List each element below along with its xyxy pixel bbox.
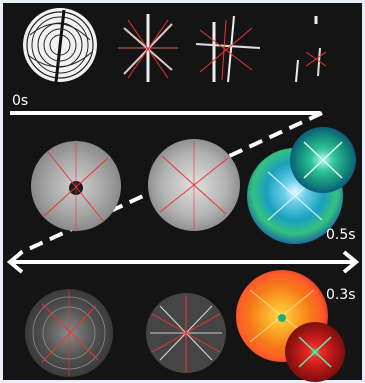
row-2-panels (31, 127, 356, 244)
star-pattern-panel-2 (195, 15, 261, 83)
gray-disk-panel-1 (31, 140, 121, 232)
time-label-0-3s: 0.3s (326, 287, 356, 303)
star-pattern-panel-1 (118, 14, 178, 82)
circular-pattern-panel (23, 8, 97, 83)
gray-disk-panel-2 (148, 139, 240, 231)
time-label-0s: 0s (12, 93, 29, 109)
timeline-arrow-left (6, 250, 24, 274)
blue-green-disk-pair (247, 127, 356, 244)
time-label-0-5s: 0.5s (326, 227, 356, 243)
gray-disk-panel-3 (25, 289, 113, 377)
row-1-panels (23, 8, 327, 83)
timeline-arrow-right (342, 250, 360, 274)
gray-burst-panel (146, 293, 226, 373)
row-3-panels (25, 270, 345, 382)
red-orange-disk-pair (236, 270, 345, 382)
sparse-pattern-panel (295, 16, 327, 83)
